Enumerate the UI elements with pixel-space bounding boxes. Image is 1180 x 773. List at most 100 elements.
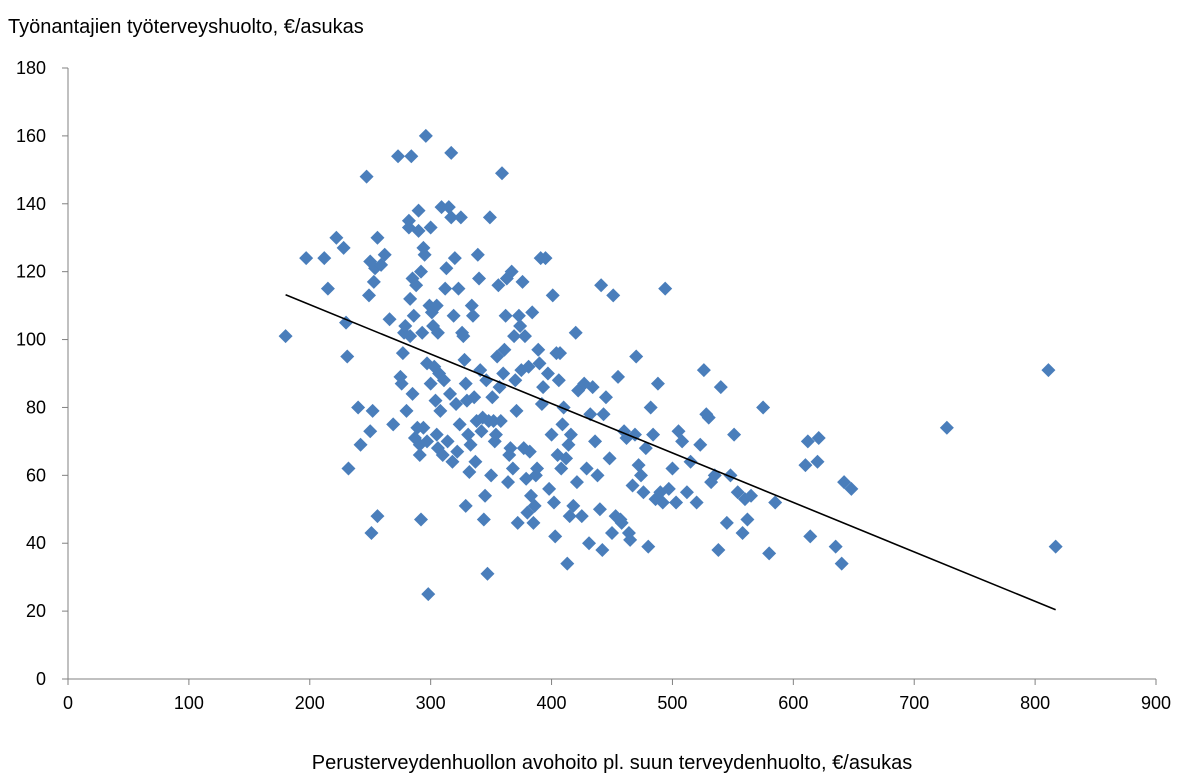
data-point (517, 329, 532, 344)
data-point (509, 403, 524, 418)
axis-ticks: 0 100 200 300 400 500 600 700 800 900 0 20 40 60 80 100… (16, 58, 1171, 713)
data-point (582, 536, 597, 551)
data-point (423, 220, 438, 235)
data-point (507, 329, 522, 344)
data-point (474, 424, 489, 439)
data-point (508, 373, 523, 388)
y-tick-label: 60 (26, 465, 46, 485)
data-point (413, 264, 428, 279)
data-point (430, 325, 445, 340)
data-point (556, 400, 571, 415)
y-tick-label: 80 (26, 397, 46, 417)
data-point (496, 366, 511, 381)
data-point (411, 223, 426, 238)
data-point (479, 373, 494, 388)
y-tick-label: 160 (16, 126, 46, 146)
data-point (340, 349, 355, 364)
data-point (444, 210, 459, 225)
data-point (562, 509, 577, 524)
data-point (542, 481, 557, 496)
data-point (595, 543, 610, 558)
data-point (428, 393, 443, 408)
data-point (450, 444, 465, 459)
data-point (510, 515, 525, 530)
data-point (503, 441, 518, 456)
data-point (665, 461, 680, 476)
data-point (403, 329, 418, 344)
data-point (569, 475, 584, 490)
data-point (579, 461, 594, 476)
data-point (629, 349, 644, 364)
data-point (462, 464, 477, 479)
data-point (646, 427, 661, 442)
data-point (559, 451, 574, 466)
data-point (377, 247, 392, 262)
data-point (834, 556, 849, 571)
data-point (727, 427, 742, 442)
data-point (394, 376, 409, 391)
data-point (395, 346, 410, 361)
data-point (837, 475, 852, 490)
data-point (544, 427, 559, 442)
data-point (588, 434, 603, 449)
data-point (449, 397, 464, 412)
data-point (532, 356, 547, 371)
data-point (480, 566, 495, 581)
y-tick-label: 100 (16, 330, 46, 350)
data-point (623, 532, 638, 547)
data-point (403, 291, 418, 306)
data-point (461, 427, 476, 442)
data-point (505, 461, 520, 476)
data-point (329, 230, 344, 245)
data-point (655, 495, 670, 510)
data-point (418, 128, 433, 143)
data-point (548, 529, 563, 544)
data-point (525, 305, 540, 320)
data-point (693, 437, 708, 452)
data-point (463, 437, 478, 452)
data-point (803, 529, 818, 544)
data-point (405, 386, 420, 401)
data-point (501, 475, 516, 490)
data-point (476, 512, 491, 527)
data-point (494, 166, 509, 181)
data-point (520, 505, 535, 520)
data-point (631, 458, 646, 473)
data-point (574, 509, 589, 524)
data-point (546, 495, 561, 510)
data-point (478, 488, 493, 503)
data-point (719, 515, 734, 530)
data-point (370, 230, 385, 245)
data-point (602, 451, 617, 466)
y-tick-label: 40 (26, 533, 46, 553)
y-axis-title: Työnantajien työterveyshuolto, €/asukas (8, 16, 364, 38)
data-point (441, 200, 456, 215)
data-point (675, 434, 690, 449)
x-tick-label: 400 (537, 693, 567, 713)
data-point (522, 444, 537, 459)
y-tick-label: 180 (16, 58, 46, 78)
data-point (497, 342, 512, 357)
data-point (365, 403, 380, 418)
data-point (438, 281, 453, 296)
data-point (735, 526, 750, 541)
data-point (366, 274, 381, 289)
data-point (364, 526, 379, 541)
data-point (596, 407, 611, 422)
data-point (362, 288, 377, 303)
data-point (768, 495, 783, 510)
x-tick-label: 900 (1141, 693, 1171, 713)
data-point (486, 414, 501, 429)
data-point (451, 281, 466, 296)
data-point (762, 546, 777, 561)
data-point (411, 203, 426, 218)
x-axis-title: Perusterveydenhuollon avohoito pl. suun … (312, 752, 912, 773)
data-point (611, 369, 626, 384)
data-point (370, 509, 385, 524)
data-point (433, 403, 448, 418)
data-point (669, 495, 684, 510)
data-point (561, 437, 576, 452)
data-point (730, 485, 745, 500)
x-tick-label: 600 (778, 693, 808, 713)
